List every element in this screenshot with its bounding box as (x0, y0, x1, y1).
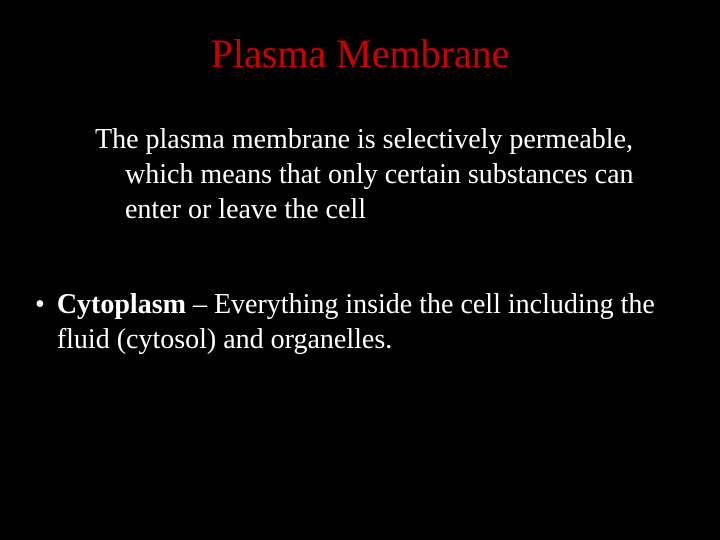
slide-container: Plasma Membrane The plasma membrane is s… (0, 0, 720, 540)
slide-title: Plasma Membrane (35, 30, 685, 77)
bullet-marker: • (35, 287, 45, 357)
bullet-term: Cytoplasm (57, 289, 186, 320)
bullet-item: • Cytoplasm – Everything inside the cell… (35, 287, 685, 357)
body-paragraph: The plasma membrane is selectively perme… (65, 122, 685, 227)
bullet-separator: – (186, 289, 214, 320)
bullet-text: Cytoplasm – Everything inside the cell i… (57, 287, 655, 357)
